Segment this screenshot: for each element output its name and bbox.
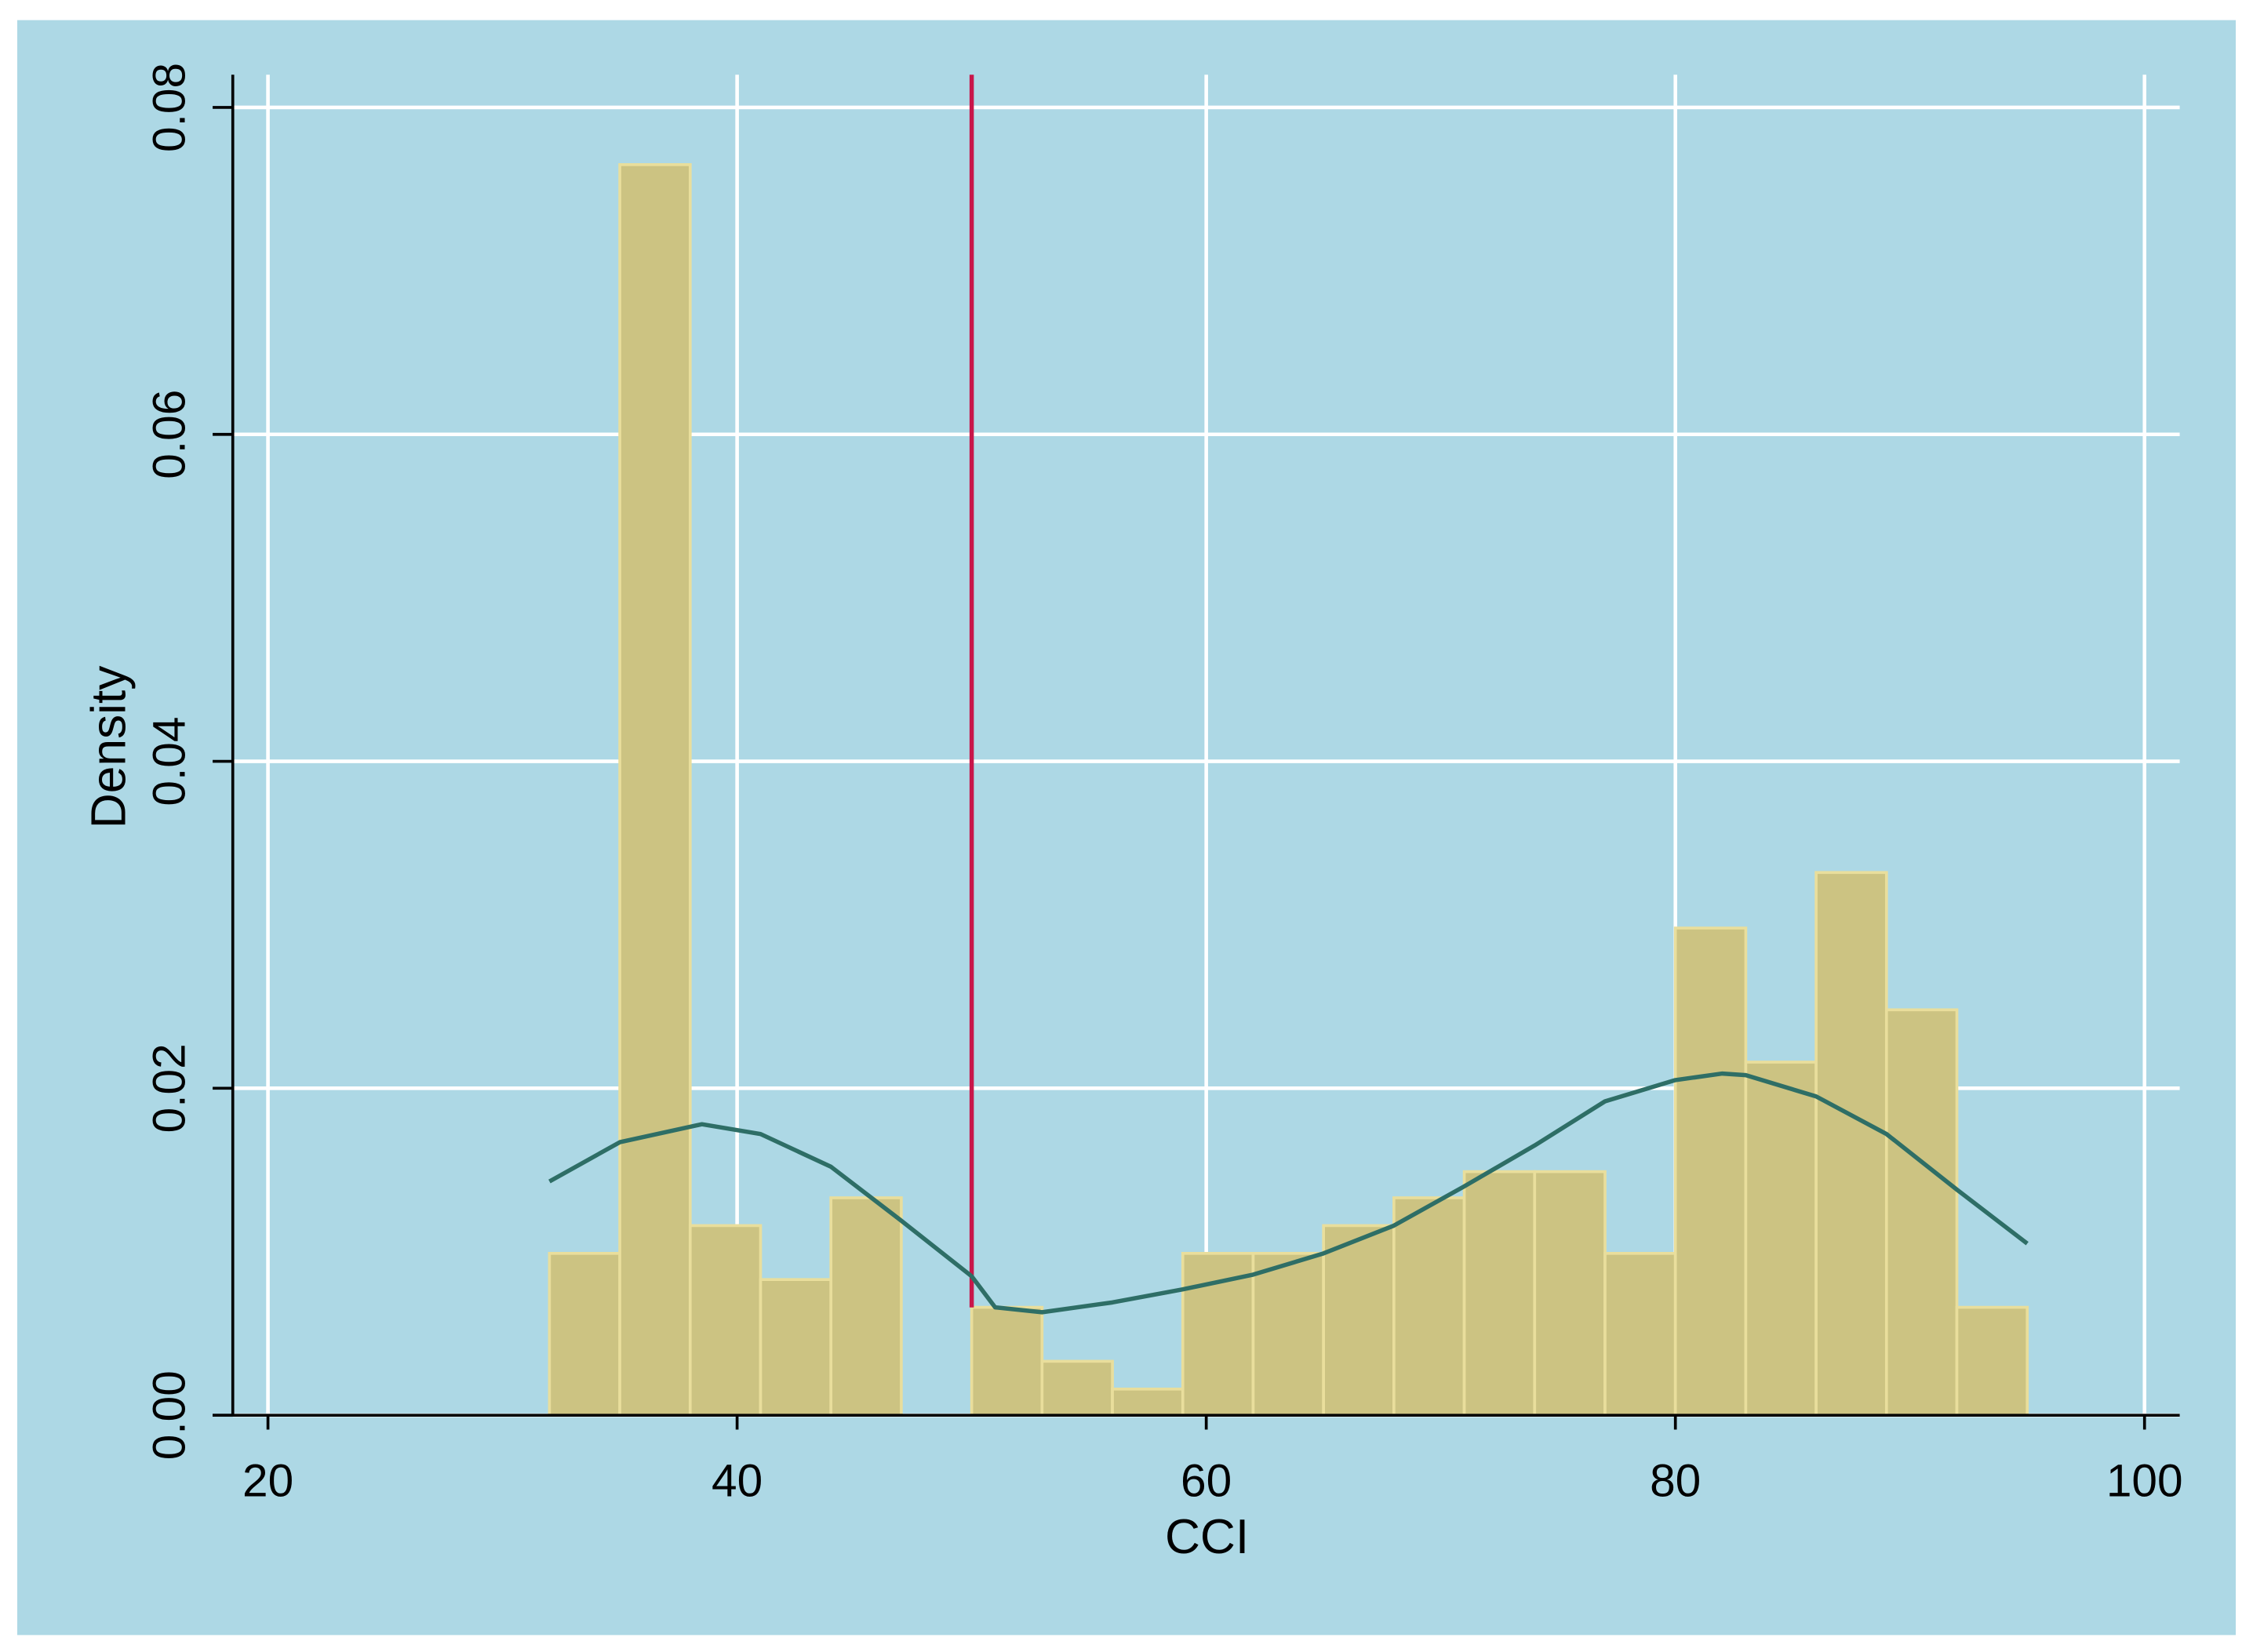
bar [1392,1196,1466,1417]
y-tick-label: 0.08 [144,63,195,152]
bar [1673,926,1748,1417]
bar [1603,1251,1677,1417]
density-curve [548,1071,2029,1315]
bar [1744,1061,1818,1417]
bar [1462,1170,1537,1417]
x-tick-label: 60 [1181,1456,1232,1507]
bar [1533,1170,1607,1417]
bar [1251,1251,1325,1417]
bar [1322,1224,1396,1417]
bar [1040,1359,1114,1417]
bar [1111,1387,1185,1417]
bar [1955,1305,2029,1417]
x-axis-title: CCI [1165,1510,1249,1564]
bar [1884,1008,1959,1417]
x-tick-label: 40 [712,1456,763,1507]
y-tick-label: 0.06 [144,390,195,479]
y-axis-title: Density [82,665,136,828]
y-tick-label: 0.00 [144,1370,195,1460]
bar [548,1251,621,1417]
bar [829,1196,903,1417]
bar [970,1305,1044,1417]
bar [759,1278,833,1417]
bar [688,1224,763,1417]
bar [618,163,692,1417]
y-tick-label: 0.02 [144,1043,195,1133]
bar [1814,871,1888,1417]
x-tick-label: 80 [1650,1456,1701,1507]
x-tick-label: 100 [2106,1456,2183,1507]
y-tick-label: 0.04 [144,716,195,806]
x-tick-label: 20 [242,1456,293,1507]
